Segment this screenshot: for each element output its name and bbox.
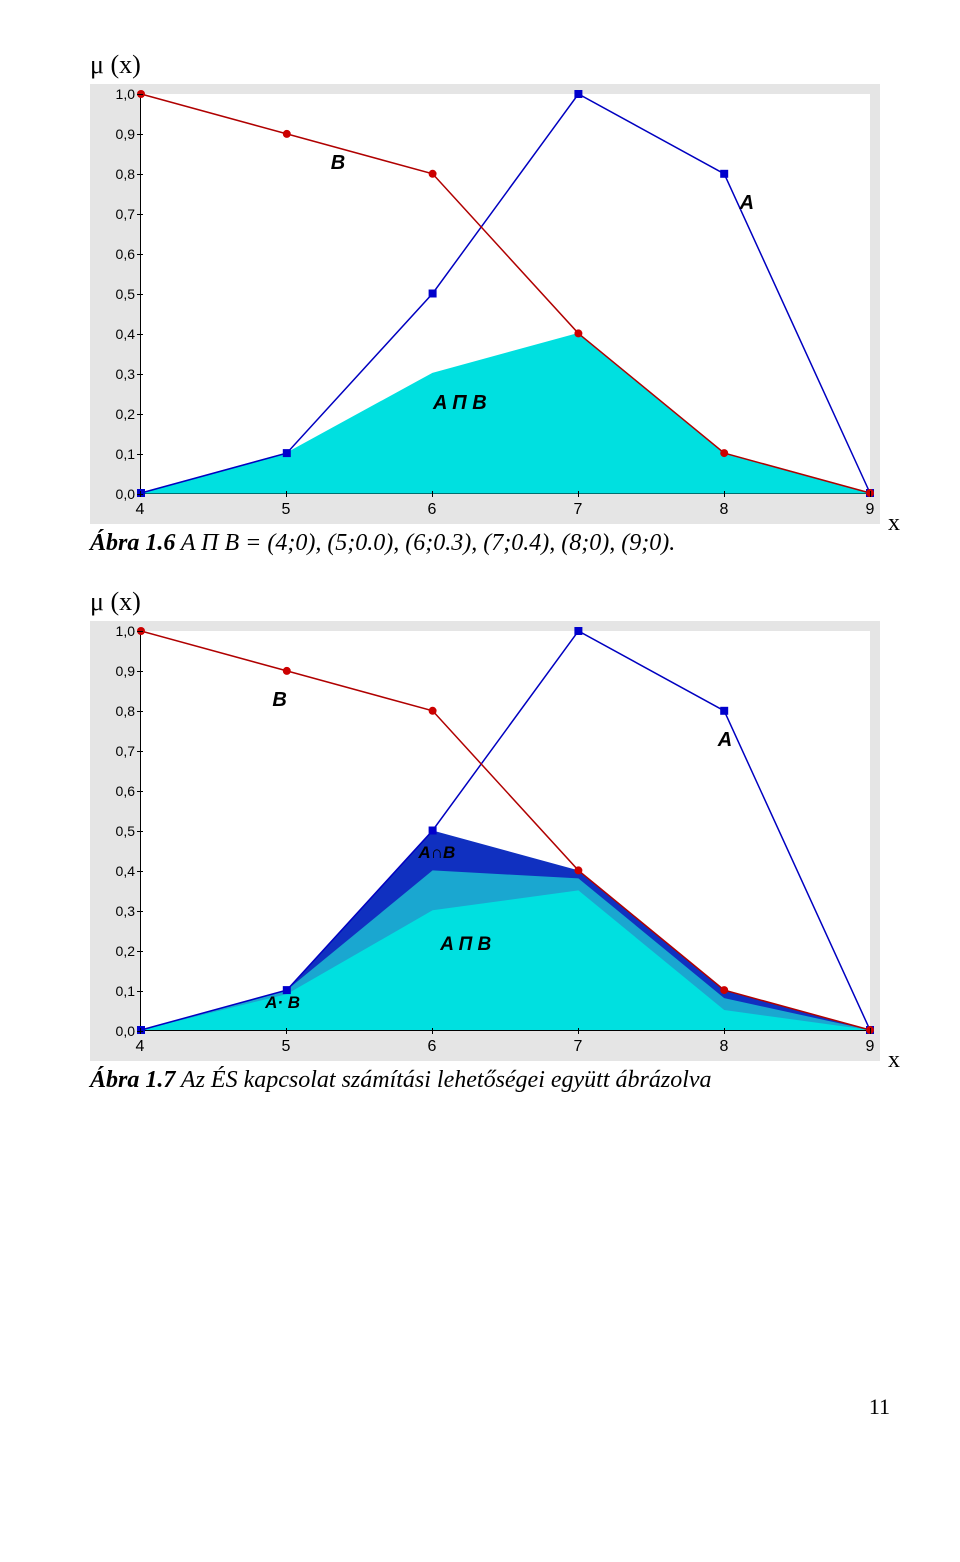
y-tick-mark [137, 791, 143, 792]
x-tick-label: 9 [866, 501, 875, 519]
y-tick-mark [137, 454, 143, 455]
y-tick-label: 0,3 [100, 366, 135, 382]
y-tick-label: 0,4 [100, 863, 135, 879]
caption-2-figno: Ábra 1.7 [90, 1067, 175, 1093]
y-tick-label: 1,0 [100, 623, 135, 639]
x-tick-mark [724, 491, 725, 497]
y-tick-mark [137, 334, 143, 335]
x-tick-mark [140, 491, 141, 497]
x-tick-mark [286, 491, 287, 497]
y-tick-mark [137, 711, 143, 712]
page-number: 11 [90, 1394, 900, 1420]
caption-1-figno: Ábra 1.6 [90, 530, 175, 556]
y-tick-mark [137, 94, 143, 95]
y-tick-mark [137, 671, 143, 672]
x-tick-label: 9 [866, 1038, 875, 1056]
y-tick-label: 0,6 [100, 783, 135, 799]
series-label: A· B [265, 993, 300, 1013]
chart-2: B A A∩B A П B A· B 0,0 0,1 0,2 0,3 0,4 0,5 0,6 0,7 0… [90, 621, 880, 1061]
mu-label-1: μ (x) [90, 50, 900, 80]
caption-2-text: Az ÉS kapcsolat számítási lehetőségei eg… [175, 1067, 711, 1093]
y-tick-mark [137, 414, 143, 415]
chart-2-svg [141, 631, 870, 1030]
y-tick-label: 0,1 [100, 446, 135, 462]
y-tick-mark [137, 631, 143, 632]
y-tick-label: 0,0 [100, 486, 135, 502]
y-tick-mark [137, 751, 143, 752]
x-label-1: x [888, 510, 900, 537]
series-label: A [740, 192, 754, 215]
x-tick-mark [578, 491, 579, 497]
series-label: B [331, 152, 345, 175]
y-tick-label: 0,7 [100, 743, 135, 759]
mu-label-2: μ (x) [90, 587, 900, 617]
series-label: A∩B [418, 843, 455, 863]
y-tick-label: 0,8 [100, 166, 135, 182]
y-tick-label: 0,8 [100, 703, 135, 719]
y-tick-label: 0,2 [100, 406, 135, 422]
x-tick-mark [870, 491, 871, 497]
caption-1: Ábra 1.6 A П B = (4;0), (5;0.0), (6;0.3)… [90, 530, 675, 557]
x-tick-mark [140, 1028, 141, 1034]
y-tick-mark [137, 214, 143, 215]
x-tick-label: 6 [428, 501, 437, 519]
caption-2: Ábra 1.7 Az ÉS kapcsolat számítási lehet… [90, 1067, 712, 1094]
x-tick-label: 7 [574, 1038, 583, 1056]
y-tick-mark [137, 134, 143, 135]
x-tick-mark [870, 1028, 871, 1034]
y-tick-mark [137, 991, 143, 992]
y-tick-mark [137, 831, 143, 832]
x-tick-label: 5 [282, 501, 291, 519]
x-tick-label: 4 [136, 501, 145, 519]
y-tick-label: 0,5 [100, 823, 135, 839]
x-tick-label: 8 [720, 1038, 729, 1056]
x-tick-mark [432, 1028, 433, 1034]
series-label: A П B [433, 392, 487, 415]
x-tick-mark [432, 491, 433, 497]
series-label: B [272, 689, 286, 712]
y-tick-mark [137, 294, 143, 295]
y-tick-mark [137, 374, 143, 375]
y-tick-label: 0,5 [100, 286, 135, 302]
y-tick-label: 0,2 [100, 943, 135, 959]
x-tick-mark [724, 1028, 725, 1034]
y-tick-label: 0,1 [100, 983, 135, 999]
chart-1-svg [141, 94, 870, 493]
x-tick-mark [286, 1028, 287, 1034]
y-tick-label: 0,0 [100, 1023, 135, 1039]
y-tick-label: 0,3 [100, 903, 135, 919]
y-tick-mark [137, 174, 143, 175]
x-tick-mark [578, 1028, 579, 1034]
caption-1-text: A П B = (4;0), (5;0.0), (6;0.3), (7;0.4)… [175, 530, 675, 556]
y-tick-mark [137, 254, 143, 255]
y-tick-label: 1,0 [100, 86, 135, 102]
x-label-2: x [888, 1047, 900, 1074]
y-tick-label: 0,4 [100, 326, 135, 342]
series-label: A [718, 729, 732, 752]
x-tick-label: 8 [720, 501, 729, 519]
y-tick-mark [137, 911, 143, 912]
x-tick-label: 6 [428, 1038, 437, 1056]
y-tick-mark [137, 951, 143, 952]
x-tick-label: 7 [574, 501, 583, 519]
y-tick-label: 0,6 [100, 246, 135, 262]
y-tick-label: 0,9 [100, 126, 135, 142]
y-tick-label: 0,7 [100, 206, 135, 222]
y-tick-label: 0,9 [100, 663, 135, 679]
chart-1: B A A П B 0,0 0,1 0,2 0,3 0,4 0,5 0,6 0,7 0,8 0,9 1,… [90, 84, 880, 524]
x-tick-label: 4 [136, 1038, 145, 1056]
x-tick-label: 5 [282, 1038, 291, 1056]
series-label: A П B [440, 934, 491, 956]
y-tick-mark [137, 871, 143, 872]
